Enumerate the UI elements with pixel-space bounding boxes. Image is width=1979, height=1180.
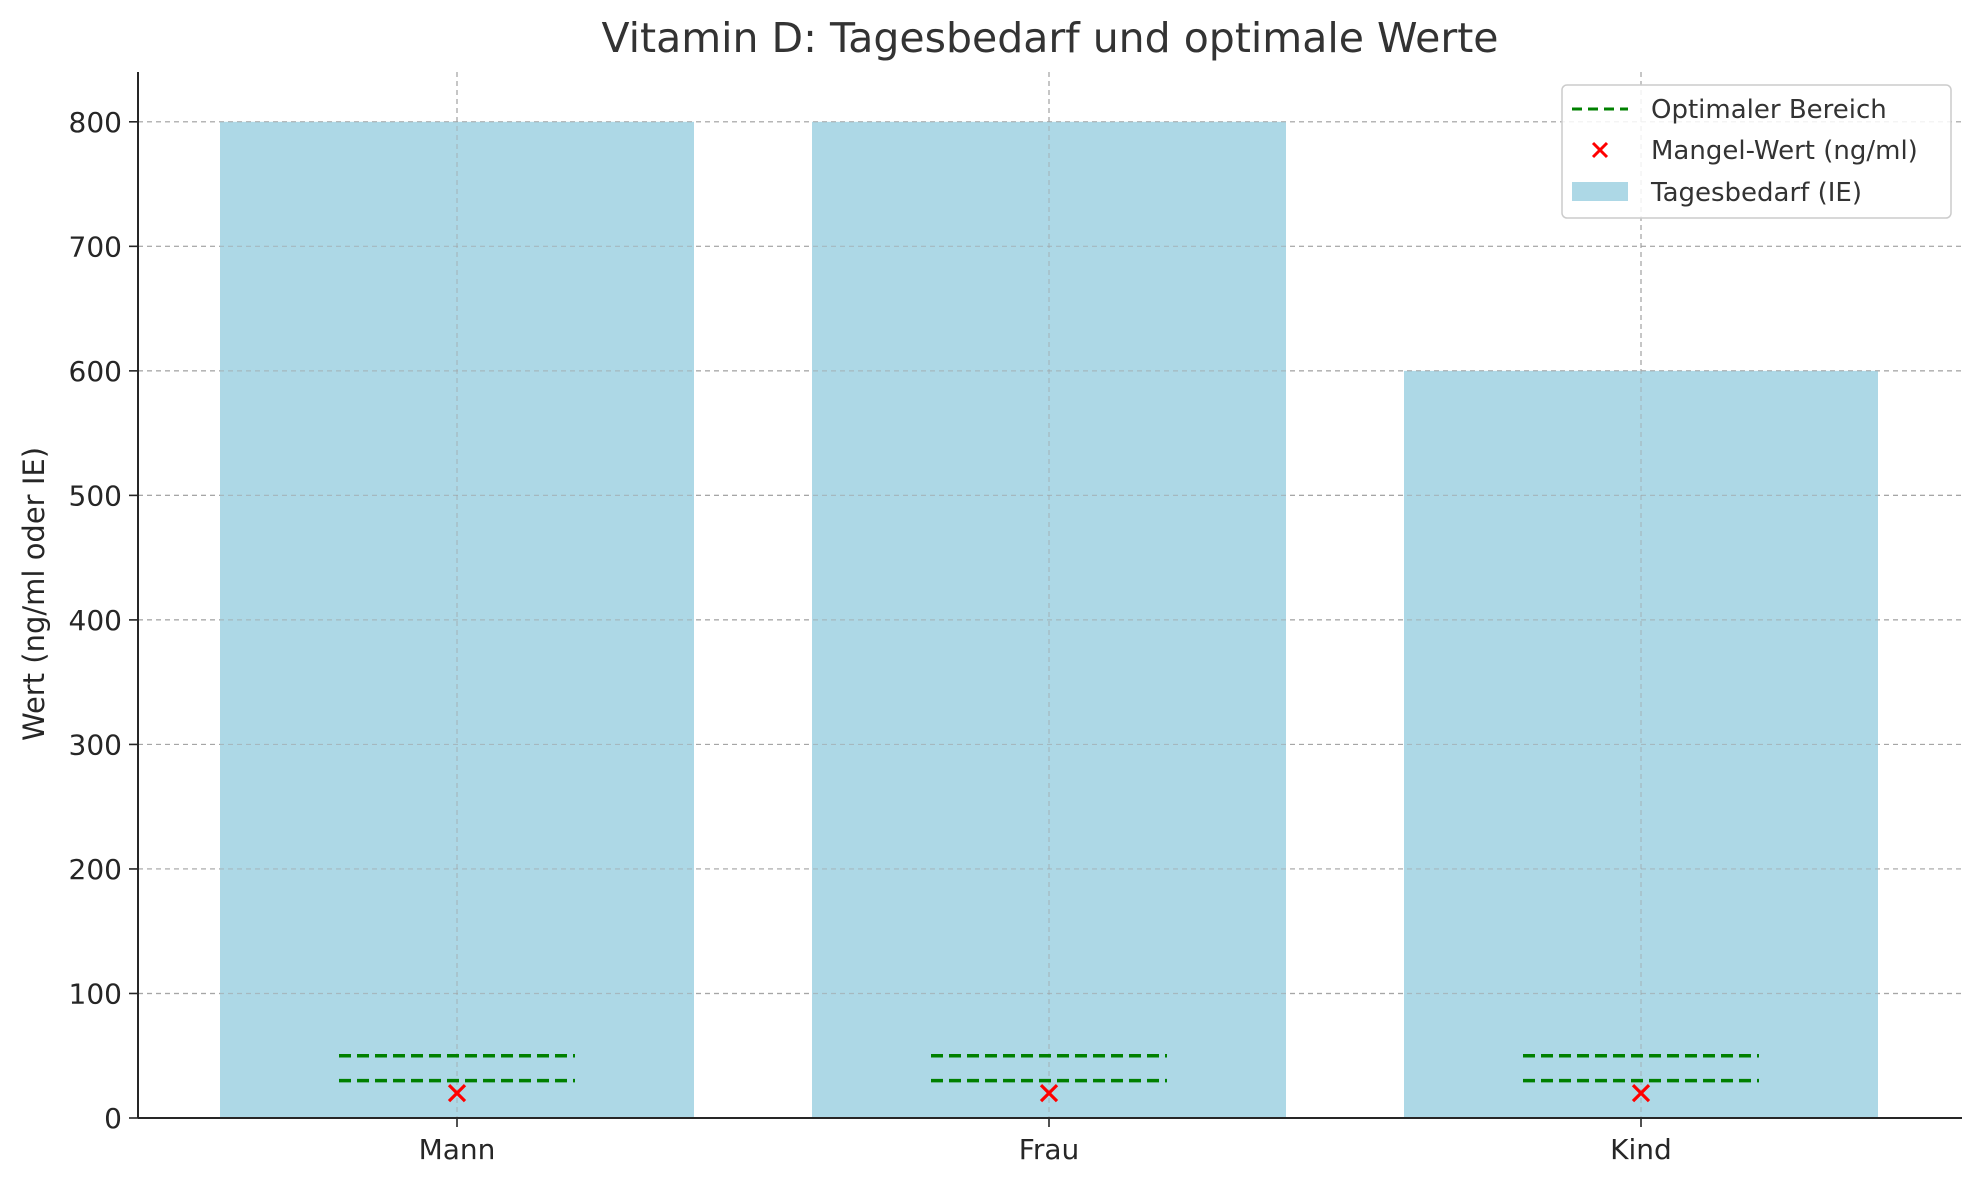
deficiency-marker-stroke: [1631, 1083, 1651, 1103]
x-tick-label: Mann: [419, 1133, 496, 1166]
legend-label-daily-requirement: Tagesbedarf (IE): [1650, 178, 1862, 208]
marker-layer: [447, 1083, 1651, 1103]
chart-title: Vitamin D: Tagesbedarf und optimale Wert…: [601, 14, 1498, 62]
range-layer: [339, 1053, 1759, 1083]
legend: Optimaler Bereich Mangel-Wert (ng/ml) Ta…: [1561, 84, 1952, 219]
legend-frame: [1561, 84, 1952, 219]
legend-bar-swatch-icon: [1572, 182, 1628, 201]
y-tick-label: 0: [104, 1102, 122, 1135]
y-tick-label: 400: [69, 604, 122, 637]
y-axis-title: Wert (ng/ml oder IE): [17, 447, 51, 741]
y-tick-label: 300: [69, 728, 122, 761]
y-tick-label: 800: [69, 106, 122, 139]
deficiency-marker: [1039, 1083, 1059, 1103]
deficiency-marker-stroke: [1039, 1083, 1059, 1103]
bar-layer: [138, 72, 1962, 1119]
x-tick-label: Kind: [1610, 1133, 1672, 1166]
y-tick-label: 200: [69, 853, 122, 886]
deficiency-marker: [447, 1083, 467, 1103]
legend-x-marker-icon: [1591, 141, 1609, 159]
y-tick-label: 500: [69, 479, 122, 512]
y-tick-label: 100: [69, 977, 122, 1010]
legend-label-optimal-range: Optimaler Bereich: [1651, 95, 1887, 125]
y-tick-label: 600: [69, 355, 122, 388]
y-tick-label: 700: [69, 230, 122, 263]
tick-layer: 0 100 200 300 400 500 600 700 800 Mann Frau Kind: [69, 106, 1672, 1166]
deficiency-marker-stroke: [447, 1083, 467, 1103]
x-tick-label: Frau: [1019, 1133, 1079, 1166]
deficiency-marker: [1631, 1083, 1651, 1103]
legend-label-deficiency: Mangel-Wert (ng/ml): [1651, 136, 1918, 166]
